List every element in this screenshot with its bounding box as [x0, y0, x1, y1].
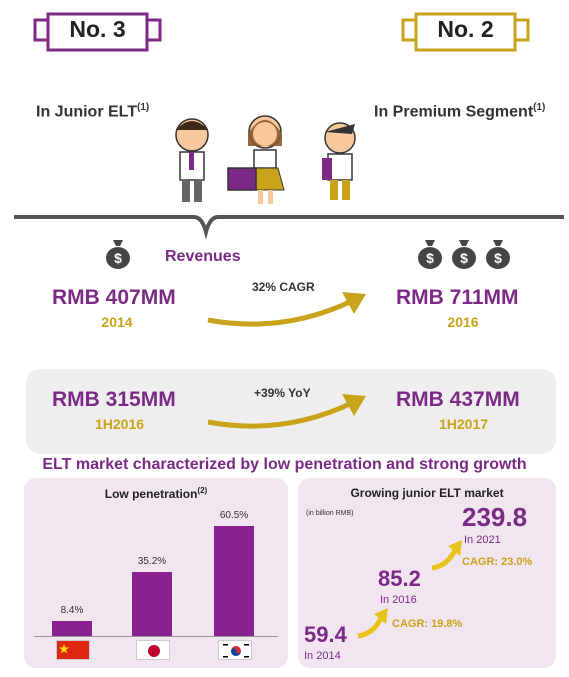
value-2021: 239.8 — [462, 502, 528, 532]
svg-text:$: $ — [494, 250, 502, 266]
money-bag-icon: $ — [418, 240, 442, 269]
japan-flag-icon — [136, 640, 170, 660]
rank-banner-right: No. 2 — [398, 8, 533, 58]
bar-label-china: 8.4% — [60, 604, 84, 616]
growing-unit: (in billion RMB) — [306, 510, 354, 517]
ribbon-icon — [401, 12, 530, 52]
growth-arrow-icon — [357, 608, 388, 639]
china-flag-icon — [56, 640, 90, 660]
penetration-title: Low penetration(2) — [104, 486, 208, 501]
market-title: ELT market characterized by low penetrat… — [42, 456, 527, 473]
chart-baseline — [34, 636, 278, 637]
svg-text:$: $ — [114, 250, 122, 266]
half-growth-label: +39% YoY — [254, 386, 311, 400]
revenues-title: Revenues — [165, 248, 241, 265]
year-2016: In 2016 — [380, 594, 417, 606]
revenue-2016-value: RMB 711MM — [396, 286, 519, 309]
bar-korea — [214, 526, 254, 636]
money-bag-icon: $ — [486, 240, 510, 269]
svg-text:$: $ — [426, 250, 434, 266]
bar-label-korea: 60.5% — [219, 510, 249, 521]
rank-banner-left: No. 3 — [30, 8, 165, 58]
value-2016: 85.2 — [378, 566, 421, 591]
rank-caption-left: In Junior ELT(1) — [36, 102, 150, 121]
korea-flag-icon — [218, 640, 252, 660]
svg-text:$: $ — [460, 250, 468, 266]
growth-arrow-icon — [207, 292, 366, 327]
annual-growth-label: 32% CAGR — [252, 280, 315, 294]
year-2021: In 2021 — [464, 534, 501, 546]
revenue-1h2016-year: 1H2016 — [94, 416, 145, 432]
half-year-panel — [26, 369, 556, 454]
bar-china — [52, 620, 92, 636]
growing-title: Growing junior ELT market — [350, 486, 504, 500]
rank-caption-right: In Premium Segment(1) — [374, 102, 546, 121]
bar-japan — [132, 572, 172, 636]
revenue-1h2016-value: RMB 315MM — [52, 388, 176, 411]
cagr-2014-2016: CAGR: 19.8% — [392, 618, 463, 630]
money-bag-icon: $ — [452, 240, 476, 269]
growth-arrow-icon — [207, 394, 366, 429]
revenue-2014-value: RMB 407MM — [52, 286, 176, 309]
money-bag-icon: $ — [106, 240, 130, 269]
kids-illustration — [175, 115, 356, 204]
value-2014: 59.4 — [304, 622, 347, 647]
cagr-2016-2021: CAGR: 23.0% — [462, 556, 533, 568]
rank-badge-right: No. 2 — [437, 16, 494, 42]
rank-badge-left: No. 3 — [69, 16, 126, 42]
revenue-2016-year: 2016 — [447, 314, 479, 330]
ribbon-icon — [33, 12, 162, 52]
revenue-2014-year: 2014 — [101, 314, 133, 330]
penetration-chart: 8.4% 35.2% 60.5% — [24, 478, 288, 668]
revenue-1h2017-year: 1H2017 — [438, 416, 489, 432]
bar-label-japan: 35.2% — [137, 556, 167, 567]
divider-line — [14, 215, 564, 240]
growing-panel — [298, 478, 556, 668]
growth-arrow-icon — [431, 540, 462, 571]
year-2014: In 2014 — [304, 650, 341, 662]
revenue-1h2017-value: RMB 437MM — [396, 388, 520, 411]
